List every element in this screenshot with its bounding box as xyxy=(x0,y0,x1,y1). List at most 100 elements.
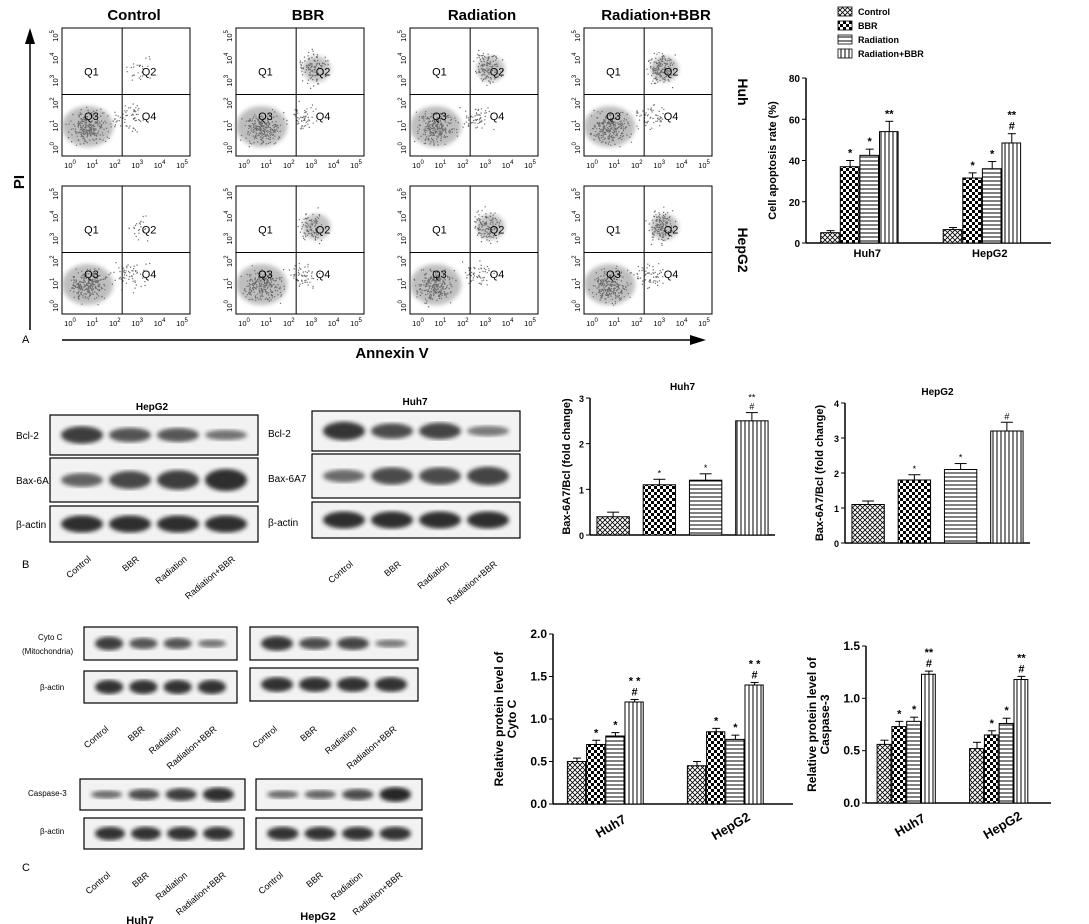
legend-label: Radiation+BBR xyxy=(858,49,924,59)
y-tick-exp: 2 xyxy=(398,97,404,101)
chart-title: Huh7 xyxy=(670,382,695,393)
y-tick-label: 100 xyxy=(50,142,60,154)
bar xyxy=(586,744,606,805)
legend-swatch xyxy=(837,48,853,59)
bar-chart: 0 1 2 3 4 Bax-6A7/Bcl (fold change) HepG2 * * # xyxy=(814,387,1030,549)
x-tick-label: 101 xyxy=(435,160,447,170)
significance-mark: * xyxy=(913,464,917,474)
y-tick-label: 1.0 xyxy=(530,712,547,726)
quadrant-label: Q4 xyxy=(142,111,157,123)
bar xyxy=(943,469,978,544)
x-tick-label: 105 xyxy=(524,318,536,328)
lane-label: Radiation+BBR xyxy=(183,554,237,602)
category-label: Huh7 xyxy=(854,248,882,260)
x-tick-label: 103 xyxy=(305,318,317,328)
y-axis-label: Cell apoptosis rate (%) xyxy=(767,101,779,220)
quadrant-label: Q3 xyxy=(84,269,99,281)
y-tick-exp: 5 xyxy=(50,30,56,34)
y-tick-label: 103 xyxy=(50,232,60,244)
bar xyxy=(686,765,707,805)
lane-label: BBR xyxy=(298,724,319,744)
western-blots: HepG2 Huh7 Bcl-2 Bax-6A7 β-actin Bcl-2 Bax-6A7… xyxy=(16,397,521,924)
x-tick-label: 101 xyxy=(609,160,621,170)
quadrant-label: Q3 xyxy=(432,111,447,123)
band xyxy=(109,471,151,489)
bar xyxy=(1001,142,1022,244)
annexin-arrow-head xyxy=(690,335,706,345)
x-tick-label: 103 xyxy=(479,160,491,170)
x-tick-exp: 4 xyxy=(510,160,514,166)
y-tick-exp: 4 xyxy=(572,210,578,214)
lane-label: BBR xyxy=(304,870,325,890)
lane-label: Control xyxy=(64,554,93,580)
category-label: HepG2 xyxy=(709,809,753,843)
x-tick-exp: 0 xyxy=(73,160,77,166)
y-tick-label: 1.5 xyxy=(843,639,860,653)
band xyxy=(109,515,151,533)
x-tick-exp: 3 xyxy=(488,318,492,324)
casp-huh7 xyxy=(79,778,246,811)
y-tick-label: 103 xyxy=(224,74,234,86)
lane-label: BBR xyxy=(130,870,151,890)
bar xyxy=(897,479,932,544)
x-tick-label: 100 xyxy=(412,160,424,170)
y-tick-exp: 1 xyxy=(398,119,404,123)
y-tick-exp: 1 xyxy=(50,119,56,123)
y-tick-label: 103 xyxy=(398,74,408,86)
band xyxy=(299,677,331,692)
bar xyxy=(744,684,764,805)
blot-row-label: β-actin xyxy=(268,518,298,529)
significance-mark: * xyxy=(848,148,853,160)
x-tick-label: 100 xyxy=(64,160,76,170)
actin-label: β-actin xyxy=(40,683,64,692)
blot-right-row xyxy=(311,453,521,499)
x-tick-exp: 5 xyxy=(359,160,363,166)
y-tick-label: 0.0 xyxy=(843,796,860,810)
y-tick-label: 102 xyxy=(572,255,582,267)
band xyxy=(419,511,461,529)
x-tick-label: 101 xyxy=(609,318,621,328)
x-tick-label: 103 xyxy=(131,160,143,170)
significance-mark: ** xyxy=(748,393,756,403)
legend-label: Control xyxy=(858,7,890,17)
x-tick-label: 100 xyxy=(586,160,598,170)
y-tick-exp: 4 xyxy=(572,52,578,56)
x-tick-exp: 3 xyxy=(314,160,318,166)
x-tick-label: 105 xyxy=(698,318,710,328)
band xyxy=(95,636,124,651)
blot-left-row xyxy=(49,414,259,456)
x-tick-exp: 2 xyxy=(465,318,469,324)
y-tick-label: 4 xyxy=(834,399,839,409)
quadrant-label: Q4 xyxy=(490,269,505,281)
significance-mark: * xyxy=(912,704,917,716)
x-tick-exp: 0 xyxy=(73,318,77,324)
x-tick-label: 103 xyxy=(653,160,665,170)
y-tick-exp: 2 xyxy=(572,255,578,259)
quadrant-label: Q4 xyxy=(664,269,679,281)
band xyxy=(299,637,331,650)
bar xyxy=(921,673,936,804)
band xyxy=(205,429,247,441)
bar xyxy=(642,484,677,536)
y-tick-label: 101 xyxy=(572,277,582,289)
x-tick-label: 103 xyxy=(305,160,317,170)
x-tick-label: 104 xyxy=(502,160,514,170)
significance-mark: ** xyxy=(925,647,934,659)
y-tick-exp: 4 xyxy=(224,52,230,56)
x-tick-exp: 5 xyxy=(185,318,189,324)
significance-mark: * xyxy=(990,149,995,161)
quadrant-label: Q1 xyxy=(432,224,447,236)
bar xyxy=(839,166,860,244)
y-tick-label: 1.0 xyxy=(843,691,860,705)
bar xyxy=(820,232,840,244)
significance-mark: * xyxy=(970,160,975,172)
quadrant-label: Q1 xyxy=(606,224,621,236)
y-tick-label: 104 xyxy=(572,210,582,222)
